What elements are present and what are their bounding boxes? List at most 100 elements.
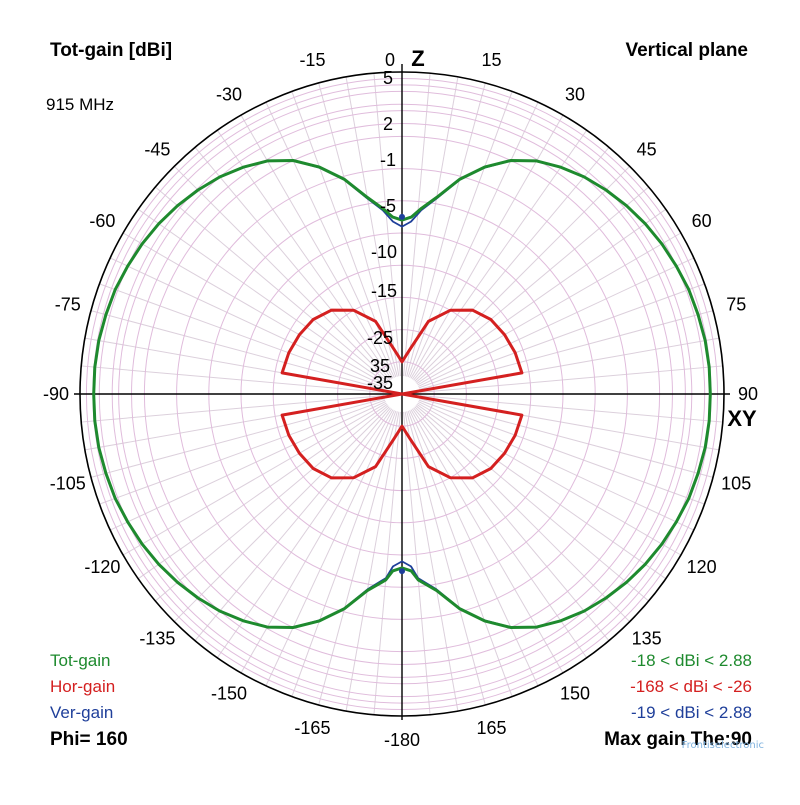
- angle-tick-label: 75: [726, 294, 746, 314]
- radial-tick-label: -35: [367, 373, 393, 393]
- grid-spoke: [291, 91, 397, 378]
- grid-spoke: [90, 310, 385, 390]
- grid-spoke: [137, 403, 388, 580]
- grid-spoke: [410, 114, 564, 379]
- grid-spoke: [419, 310, 714, 390]
- grid-spoke: [265, 410, 395, 687]
- grid-spoke: [173, 165, 390, 382]
- watermark: Frontiselectronic: [681, 740, 764, 751]
- grid-spoke: [414, 165, 631, 382]
- axes-layer: [74, 64, 730, 720]
- labels-layer: 0 15 30 45 60 75 90 105 120 135 150 165 -180 -165 -150…: [43, 46, 758, 750]
- angle-tick-label: 15: [482, 50, 502, 70]
- radial-tick-label: 35: [370, 356, 390, 376]
- grid-spoke: [173, 406, 390, 623]
- angle-tick-label: -30: [216, 84, 242, 104]
- angle-tick-label: -45: [144, 139, 170, 159]
- grid-spoke: [345, 76, 400, 377]
- grid-spoke: [419, 365, 723, 393]
- grid-spoke: [411, 408, 588, 659]
- grid-spoke: [137, 208, 388, 385]
- grid-spoke: [109, 257, 386, 387]
- max-gain-label: Max gain The:90: [604, 729, 752, 750]
- grid-spoke: [406, 82, 486, 377]
- grid-spoke: [407, 410, 513, 697]
- grid-spoke: [418, 399, 705, 505]
- grid-spoke: [291, 410, 397, 697]
- angle-tick-label: -165: [294, 718, 330, 738]
- grid-spoke: [194, 147, 391, 381]
- grid-spoke: [81, 395, 385, 423]
- grid-spoke: [265, 101, 395, 378]
- radial-tick-label: -10: [371, 242, 397, 262]
- ver-gain-null-mark: [399, 213, 405, 220]
- grid-spoke: [109, 401, 386, 531]
- grid-spoke: [414, 406, 631, 623]
- legend-hor-gain: Hor-gain: [50, 677, 116, 696]
- grid-spoke: [90, 398, 385, 478]
- chart-title: Tot-gain [dBi]: [50, 40, 173, 61]
- radial-tick-label: 2: [383, 114, 393, 134]
- grid-spoke: [216, 408, 393, 659]
- grid-spoke: [418, 283, 705, 389]
- grid-spoke: [403, 73, 431, 377]
- plane-label: Vertical plane: [625, 40, 748, 61]
- grid-spoke: [318, 411, 398, 706]
- radial-tick-label: -5: [380, 196, 396, 216]
- grid-spoke: [240, 114, 394, 379]
- angle-tick-label: 45: [637, 139, 657, 159]
- angle-tick-label: -15: [299, 50, 325, 70]
- angle-tick-label: 135: [632, 629, 662, 649]
- grid-spoke: [419, 398, 714, 478]
- angle-tick-label: -180: [384, 730, 420, 750]
- angle-tick-label: -90: [43, 384, 69, 404]
- phi-label: Phi= 160: [50, 729, 128, 750]
- grid-spoke: [418, 257, 695, 387]
- frequency-label: 915 MHz: [46, 95, 115, 114]
- grid-spoke: [409, 410, 539, 687]
- grid-spoke: [99, 399, 386, 505]
- angle-tick-label: 120: [687, 557, 717, 577]
- grid-spoke: [122, 232, 387, 386]
- legend-hor-gain-range: -168 < dBi < -26: [630, 677, 752, 696]
- grid-spoke: [81, 365, 385, 393]
- angle-tick-label: -105: [50, 474, 86, 494]
- grid-spoke: [411, 129, 588, 380]
- legend-tot-gain: Tot-gain: [50, 651, 111, 670]
- grid-spoke: [216, 129, 393, 380]
- grid-spoke: [409, 101, 539, 378]
- angle-tick-label: 105: [721, 474, 751, 494]
- series-layer: [92, 159, 712, 629]
- legend-ver-gain: Ver-gain: [50, 703, 114, 722]
- angle-tick-label: -150: [211, 684, 247, 704]
- grid-spoke: [122, 402, 387, 556]
- grid-spoke: [417, 402, 682, 556]
- legend-tot-gain-range: -18 < dBi < 2.88: [631, 651, 752, 670]
- angle-tick-label: -60: [89, 211, 115, 231]
- grid-spoke: [404, 411, 459, 712]
- ver-gain-null-mark: [399, 568, 405, 575]
- grid-spoke: [406, 411, 486, 706]
- grid-spoke: [410, 409, 564, 674]
- grid-spoke: [240, 409, 394, 674]
- hor-gain-curve: [280, 308, 524, 480]
- grid-spoke: [194, 407, 391, 641]
- radial-tick-label: -15: [371, 281, 397, 301]
- radial-tick-label: -1: [380, 150, 396, 170]
- angle-tick-label: 60: [692, 211, 712, 231]
- radial-tick-label: 5: [383, 68, 393, 88]
- grid-spoke: [419, 395, 723, 423]
- angle-tick-label: 150: [560, 684, 590, 704]
- angle-tick-label: -135: [139, 629, 175, 649]
- grid-spoke: [403, 411, 431, 715]
- radial-tick-label: -25: [367, 328, 393, 348]
- angle-tick-label: 90: [738, 384, 758, 404]
- angle-tick-label: 30: [565, 84, 585, 104]
- grid-spoke: [413, 407, 610, 641]
- grid-spoke: [373, 73, 401, 377]
- grid-spoke: [415, 405, 649, 602]
- angle-tick-label: 0: [385, 50, 395, 70]
- grid-spoke: [155, 405, 389, 602]
- grid-spoke: [99, 283, 386, 389]
